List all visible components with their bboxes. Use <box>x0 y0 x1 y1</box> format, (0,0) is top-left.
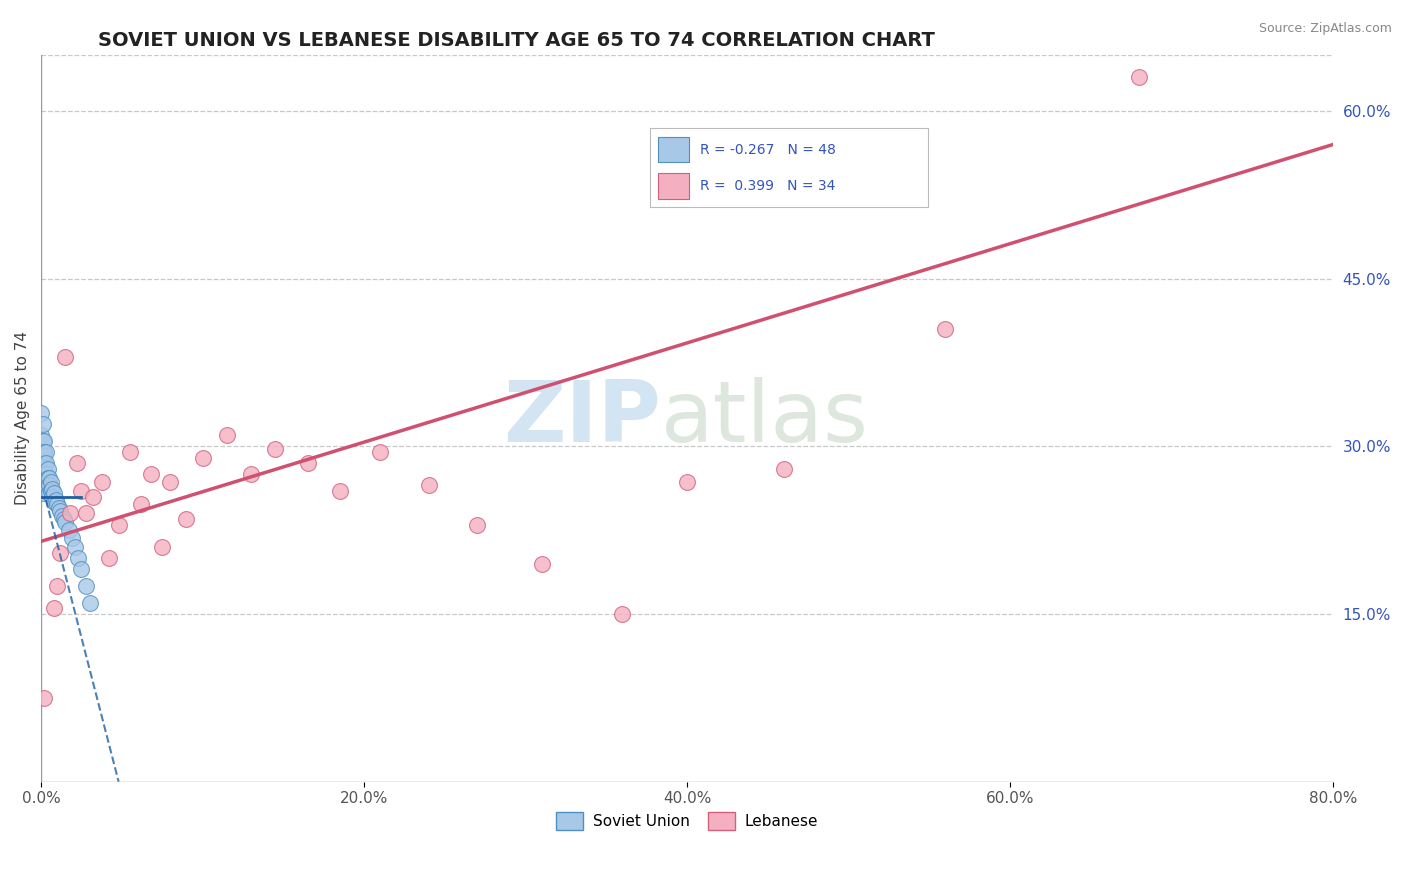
Text: ZIP: ZIP <box>503 377 661 460</box>
Point <box>70 484 93 499</box>
Point <box>49 504 72 518</box>
Point <box>35 484 58 499</box>
Point <box>67 551 90 566</box>
Point <box>75 579 97 593</box>
Point <box>368 445 391 459</box>
Point <box>48 500 70 515</box>
Point <box>297 456 319 470</box>
Point <box>1128 70 1150 85</box>
Point <box>37 461 59 475</box>
Point <box>31 434 53 448</box>
Text: Source: ZipAtlas.com: Source: ZipAtlas.com <box>1258 22 1392 36</box>
Point <box>42 601 65 615</box>
Point <box>82 490 104 504</box>
Point <box>31 473 53 487</box>
Point <box>46 498 69 512</box>
Point <box>34 434 56 448</box>
FancyBboxPatch shape <box>658 173 689 199</box>
Point <box>38 478 60 492</box>
Point <box>51 508 73 523</box>
Point <box>41 482 63 496</box>
Point <box>35 445 58 459</box>
Point <box>34 690 56 705</box>
Point <box>42 486 65 500</box>
Point <box>191 450 214 465</box>
Point <box>150 540 173 554</box>
Point <box>30 428 52 442</box>
Text: R = -0.267   N = 48: R = -0.267 N = 48 <box>700 143 835 157</box>
Point <box>63 540 86 554</box>
Point <box>215 428 238 442</box>
Point <box>35 456 58 470</box>
Point <box>39 475 62 489</box>
Point <box>49 545 72 559</box>
Point <box>240 467 263 482</box>
Point <box>37 470 59 484</box>
Point <box>42 495 65 509</box>
Point <box>66 456 89 470</box>
FancyBboxPatch shape <box>658 137 689 162</box>
Point <box>41 490 63 504</box>
Point <box>45 493 67 508</box>
Point <box>31 417 53 431</box>
Point <box>31 478 53 492</box>
Point <box>31 456 53 470</box>
Point <box>934 322 956 336</box>
Point <box>97 551 120 566</box>
Point <box>30 461 52 475</box>
Legend: Soviet Union, Lebanese: Soviet Union, Lebanese <box>550 805 824 836</box>
Point <box>159 475 181 489</box>
Point <box>58 523 80 537</box>
Point <box>37 479 59 493</box>
Point <box>612 607 634 621</box>
Point <box>418 478 440 492</box>
Point <box>38 486 60 500</box>
Point <box>264 442 287 456</box>
Point <box>329 484 352 499</box>
Point <box>31 486 53 500</box>
Point <box>107 517 129 532</box>
Point <box>75 507 97 521</box>
Point <box>34 456 56 470</box>
Point <box>465 517 488 532</box>
Point <box>118 445 141 459</box>
Point <box>53 350 76 364</box>
Point <box>60 531 83 545</box>
Point <box>34 464 56 478</box>
Point <box>38 470 60 484</box>
Point <box>34 473 56 487</box>
Point <box>35 467 58 482</box>
Point <box>39 484 62 499</box>
Point <box>129 498 152 512</box>
Point <box>139 467 162 482</box>
Point <box>91 475 114 489</box>
Point <box>70 562 93 576</box>
Text: atlas: atlas <box>661 377 869 460</box>
Point <box>79 596 101 610</box>
Point <box>176 512 198 526</box>
Point <box>31 445 53 459</box>
Y-axis label: Disability Age 65 to 74: Disability Age 65 to 74 <box>15 332 30 506</box>
Point <box>59 507 82 521</box>
Point <box>676 475 699 489</box>
Point <box>35 475 58 489</box>
Point <box>46 579 69 593</box>
Point <box>53 516 76 530</box>
Point <box>30 406 52 420</box>
Point <box>34 445 56 459</box>
Point <box>530 557 553 571</box>
Text: SOVIET UNION VS LEBANESE DISABILITY AGE 65 TO 74 CORRELATION CHART: SOVIET UNION VS LEBANESE DISABILITY AGE … <box>98 31 935 50</box>
Point <box>31 464 53 478</box>
Point <box>772 461 794 475</box>
Point <box>52 512 75 526</box>
Text: R =  0.399   N = 34: R = 0.399 N = 34 <box>700 179 835 193</box>
Point <box>34 482 56 496</box>
